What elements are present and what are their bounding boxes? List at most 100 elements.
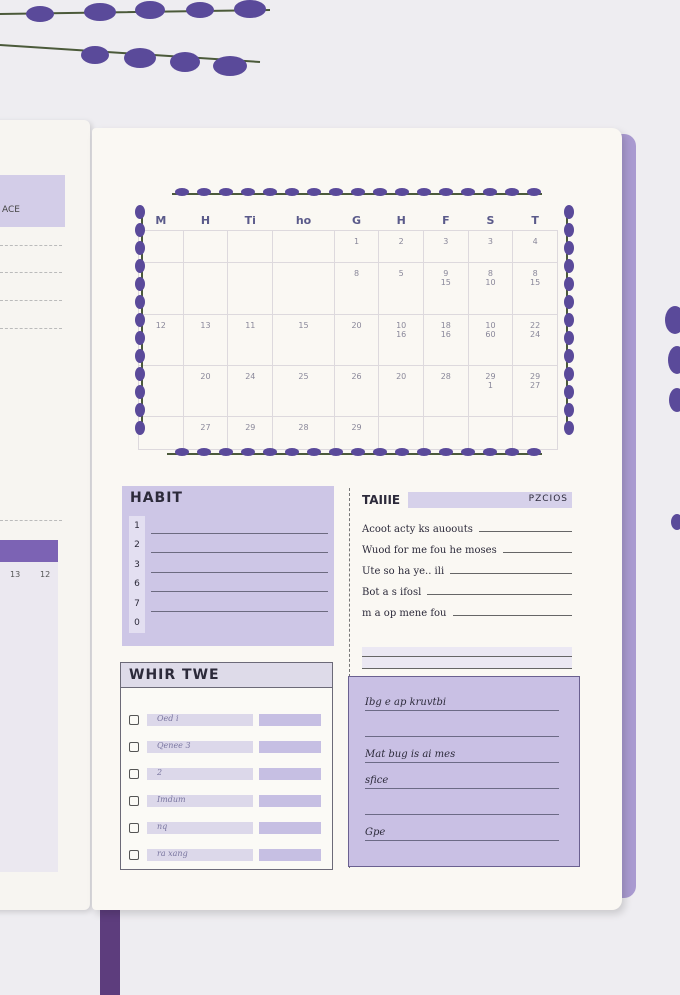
- calendar-day: 15: [272, 313, 335, 366]
- calendar-week: 20 24 25 26 20 28 29 1 29 27: [138, 364, 558, 418]
- table-row: Ute so ha ye.. ili: [362, 556, 572, 577]
- lavender-bud: [564, 331, 574, 345]
- table-row: Acoot acty ks auoouts: [362, 514, 572, 535]
- habit-row: 0: [122, 613, 334, 633]
- divider: [0, 520, 62, 521]
- habit-number: 7: [129, 594, 145, 614]
- calendar-day: 26: [333, 364, 380, 418]
- lavender-leaf: [439, 188, 453, 196]
- lavender-leaf: [527, 448, 541, 456]
- todo-text: Oed i: [147, 713, 253, 726]
- lavender-bud: [564, 349, 574, 363]
- calendar-day: 8: [333, 262, 380, 315]
- lavender-sprigs: [0, 0, 271, 76]
- habit-number: 2: [129, 535, 145, 555]
- lavender-leaf: [307, 448, 321, 456]
- todo-item: nq: [121, 814, 332, 841]
- lavender-leaf: [329, 188, 343, 196]
- lavender-bud: [564, 205, 574, 219]
- lavender-leaf: [307, 188, 321, 196]
- lavender-frame: [135, 188, 574, 456]
- calendar-day: 28: [423, 364, 469, 418]
- table-label: PZCIOS: [408, 492, 572, 508]
- calendar-day: 20: [378, 364, 424, 418]
- todo-item: Imdum: [121, 787, 332, 814]
- lavender-bud: [135, 349, 145, 363]
- note-line: Ibg e ap kruvtbi: [365, 685, 559, 711]
- lavender-bud: [564, 241, 574, 255]
- monthly-calendar: M H Ti ho G H F S T 1 2 3 3 4 8 5 9 15 8 10 8 15 12 13 11 15 20…: [138, 212, 558, 450]
- day-header: F: [442, 214, 450, 228]
- note-line: Gpe: [365, 815, 559, 841]
- habit-number: 0: [129, 613, 145, 633]
- calendar-day: 9 15: [423, 262, 469, 315]
- checkbox[interactable]: [129, 768, 139, 779]
- lavender-leaf: [285, 188, 299, 196]
- checkbox[interactable]: [129, 741, 139, 752]
- calendar-day: 11: [227, 313, 274, 366]
- lavender-leaf: [417, 188, 431, 196]
- lavender-leaf: [439, 448, 453, 456]
- todo-highlight: [259, 767, 321, 780]
- row-text: m a op mene fou: [362, 608, 447, 619]
- habit-row: 7: [122, 594, 334, 614]
- todo-text: ra xang: [147, 848, 253, 861]
- lavender-bud: [564, 385, 574, 399]
- todo-highlight: [259, 740, 321, 753]
- lavender-leaf: [351, 448, 365, 456]
- lavender-leaf: [461, 188, 475, 196]
- checkbox[interactable]: [129, 714, 139, 725]
- habit-title: HABIT: [130, 490, 183, 506]
- note-line: [365, 711, 559, 737]
- lavender-leaf: [373, 188, 387, 196]
- todo-title: WHIR TWE: [121, 663, 332, 688]
- calendar-week: 27 29 28 29: [138, 416, 558, 450]
- calendar-day: 22 24: [512, 313, 558, 366]
- lavender-sprig-right: [665, 306, 680, 530]
- left-page-header: ACE: [0, 175, 65, 227]
- note-line: [365, 789, 559, 815]
- lavender-leaf: [241, 448, 255, 456]
- habit-line: [151, 571, 328, 573]
- lavender-leaf: [461, 448, 475, 456]
- table-row: m a op mene fou: [362, 598, 572, 619]
- blank-line: [362, 657, 572, 669]
- lavender-bud: [135, 385, 145, 399]
- lavender-bud: [135, 205, 145, 219]
- todo-highlight: [259, 713, 321, 726]
- habit-number: 6: [129, 574, 145, 594]
- calendar-day: 29 1: [467, 364, 514, 418]
- row-line: [478, 531, 572, 532]
- row-line: [452, 615, 572, 616]
- lavender-bud: [135, 295, 145, 309]
- todo-text: Qenee 3: [147, 740, 253, 753]
- calendar-day: 8 15: [512, 262, 558, 315]
- lavender-leaf: [285, 448, 299, 456]
- table-row: Bot a s ifosl: [362, 577, 572, 598]
- col-number: 13: [10, 570, 21, 579]
- calendar-day: 13: [182, 313, 229, 366]
- habit-row: 2: [122, 535, 334, 555]
- calendar-day: 8 10: [467, 262, 514, 315]
- checkbox[interactable]: [129, 822, 139, 833]
- calendar-day: [138, 262, 184, 315]
- day-header: M: [155, 214, 167, 228]
- lavender-leaf: [395, 448, 409, 456]
- lavender-leaf: [263, 188, 277, 196]
- lavender-bud: [564, 421, 574, 435]
- lavender-leaf: [373, 448, 387, 456]
- day-header: G: [352, 214, 362, 228]
- lavender-leaf: [175, 188, 189, 196]
- col-number: 12: [40, 570, 51, 579]
- day-header: S: [486, 214, 495, 228]
- lavender-leaf: [395, 188, 409, 196]
- table-row: Wuod for me fou he moses: [362, 535, 572, 556]
- lavender-bud: [564, 277, 574, 291]
- day-header: T: [531, 214, 539, 228]
- checkbox[interactable]: [129, 795, 139, 806]
- day-header: Ti: [244, 214, 256, 228]
- todo-text: nq: [147, 821, 253, 834]
- checkbox[interactable]: [129, 849, 139, 860]
